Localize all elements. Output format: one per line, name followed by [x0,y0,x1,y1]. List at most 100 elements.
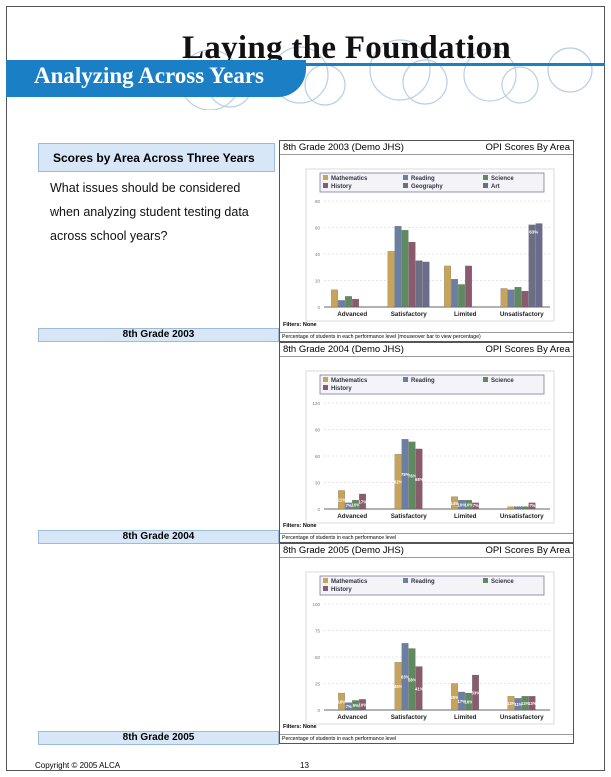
data-label: 68% [415,477,424,482]
filters-note: Filters: None [283,724,317,730]
x-tick-label: Satisfactory [391,513,428,520]
data-label: 3% [508,503,514,508]
bar-mathematics-advanced [338,692,345,711]
legend-label-reading: Reading [411,378,435,384]
bar-science-satisfactory [401,230,409,308]
chart-panel-2004: 8th Grade 2004 (Demo JHS) OPI Scores By … [279,342,574,543]
bar-science-satisfactory [408,648,416,711]
y-tick-label: 30 [315,481,321,486]
y-tick-label: 50 [315,655,321,660]
page-number: 13 [300,761,309,770]
bar-science-advanced [352,500,359,510]
data-label: 7% [346,503,352,508]
bar-history-satisfactory [408,241,416,308]
legend-label-history: History [331,184,352,190]
panel-header: 8th Grade 2005 (Demo JHS) OPI Scores By … [280,544,573,558]
data-label: 10% [465,503,474,508]
x-tick-label: Limited [454,311,477,318]
data-label: 41% [415,686,424,691]
data-label: 13% [521,701,530,706]
x-tick-label: Satisfactory [391,714,428,721]
bar-art-unsatisfactory [535,223,543,308]
legend-label-geography: Geography [411,184,443,190]
chart-panel-2005: 8th Grade 2005 (Demo JHS) OPI Scores By … [279,543,574,744]
legend-label-reading: Reading [411,176,435,182]
x-tick-label: Unsatisfactory [500,714,544,721]
bar-history-advanced [359,493,366,510]
bar-geography-satisfactory [415,260,423,308]
filters-note: Filters: None [283,523,317,529]
chart-frame [305,370,555,524]
y-tick-label: 25 [315,682,321,687]
banner [6,60,306,97]
bar-science-unsatisfactory [521,506,529,510]
bar-science-limited [465,500,472,510]
x-tick-label: Unsatisfactory [500,513,544,520]
bar-mathematics-satisfactory [394,454,402,510]
panel-title: 8th Grade 2005 (Demo JHS) [283,545,404,556]
panel-report-name: OPI Scores By Area [485,142,570,153]
bar-mathematics-unsatisfactory [507,506,515,510]
y-tick-label: 0 [317,305,320,310]
bar-mathematics-satisfactory [387,251,395,308]
legend-swatch-science [483,578,488,583]
y-tick-label: 60 [315,226,321,231]
data-label: 21% [338,498,347,503]
panel-report-name: OPI Scores By Area [485,344,570,355]
bar-reading-unsatisfactory [514,698,522,711]
legend-swatch-history [323,586,328,591]
y-tick-label: 0 [317,507,320,512]
data-label: 16% [338,700,347,705]
panel-header: 8th Grade 2003 (Demo JHS) OPI Scores By … [280,141,573,155]
bar-mathematics-limited [451,683,458,711]
bar-mathematics-advanced [331,289,338,308]
legend-label-mathematics: Mathematics [331,176,368,182]
legend-swatch-science [483,377,488,382]
panel-report-name: OPI Scores By Area [485,545,570,556]
panel-title: 8th Grade 2003 (Demo JHS) [283,142,404,153]
data-label: 76% [408,473,417,478]
x-tick-label: Advanced [337,714,367,721]
banner-rule [290,63,605,66]
bar-history-unsatisfactory [521,291,529,308]
legend-swatch-mathematics [323,377,328,382]
y-tick-label: 100 [312,602,320,607]
bar-history-unsatisfactory [528,696,536,711]
chart-caption: Percentage of students in each performan… [280,332,573,341]
bar-science-unsatisfactory [521,696,529,711]
y-tick-label: 120 [312,401,320,406]
bar-mathematics-unsatisfactory [500,288,508,308]
bar-geography-unsatisfactory [528,224,536,308]
bar-art-satisfactory [422,261,430,308]
bar-history-advanced [359,699,366,711]
data-label: 7% [346,704,352,709]
bar-reading-satisfactory [401,439,409,510]
bar-reading-advanced [338,300,345,308]
bar-reading-unsatisfactory [507,289,515,308]
data-label: 79% [401,472,410,477]
legend-label-reading: Reading [411,579,435,585]
page-subtitle: Analyzing Across Years [34,63,264,88]
legend-label-science: Science [491,378,514,384]
year-label-2005: 8th Grade 2005 [38,731,279,745]
filters-note: Filters: None [283,322,317,328]
bar-science-unsatisfactory [514,287,522,308]
bar-science-advanced [352,700,359,711]
data-label: 3% [522,503,528,508]
data-label: 63% [401,675,410,680]
data-label: 11% [514,702,522,707]
data-label: 58% [408,677,417,682]
data-label: 10% [458,503,467,508]
bar-science-advanced [345,296,352,308]
bar-history-unsatisfactory [528,502,536,510]
page-frame [6,6,605,771]
bar-reading-satisfactory [394,226,402,308]
y-tick-label: 40 [315,252,321,257]
bar-mathematics-limited [451,496,458,510]
bar-mathematics-satisfactory [394,662,402,711]
x-tick-label: Limited [454,714,477,721]
data-label: 17% [458,699,467,704]
bar-history-satisfactory [415,448,423,510]
data-label: 14% [451,501,460,506]
copyright: Copyright © 2005 ALCA [35,761,121,770]
